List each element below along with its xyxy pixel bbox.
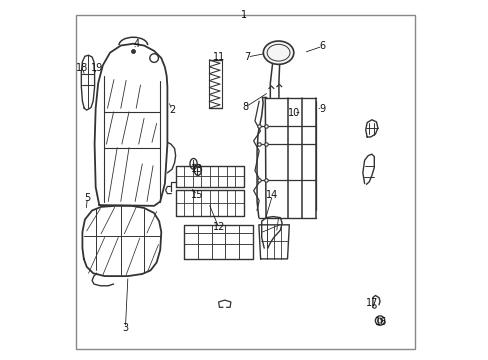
Text: 4: 4	[133, 39, 139, 49]
Text: 16: 16	[374, 318, 386, 327]
Text: 12: 12	[212, 222, 224, 232]
Text: 10: 10	[287, 108, 300, 118]
Text: 14: 14	[266, 190, 278, 200]
Text: 8: 8	[242, 102, 248, 112]
Text: 11: 11	[212, 52, 224, 62]
Text: 1: 1	[241, 10, 247, 20]
Text: 17: 17	[365, 298, 377, 308]
Text: 13: 13	[191, 163, 203, 174]
Text: 2: 2	[168, 105, 175, 115]
Text: 15: 15	[191, 190, 203, 200]
Text: 5: 5	[84, 193, 90, 203]
Ellipse shape	[263, 41, 293, 64]
Text: 3: 3	[122, 323, 128, 333]
Text: 9: 9	[319, 104, 325, 114]
Text: 6: 6	[319, 41, 325, 51]
Text: 19: 19	[91, 63, 103, 73]
Text: 18: 18	[76, 63, 88, 73]
Text: 7: 7	[244, 52, 250, 62]
Ellipse shape	[266, 44, 289, 61]
